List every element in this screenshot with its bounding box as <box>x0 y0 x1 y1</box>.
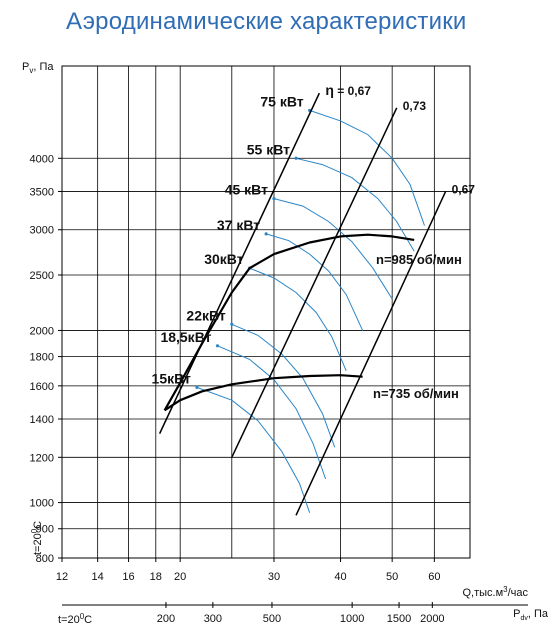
power-curve-label: 22кВт <box>186 307 226 323</box>
page-title: Аэродинамические характеристики <box>66 8 467 35</box>
power-curve-line <box>295 157 415 252</box>
efficiency-label: 0,67 <box>452 182 476 196</box>
power-curve-label: 45 кВт <box>225 182 268 198</box>
y-axis-label: Pv, Па <box>22 61 54 75</box>
plot-frame <box>58 65 528 608</box>
power-curve-start-marker <box>195 385 199 390</box>
efficiency-label: 0,73 <box>403 99 427 113</box>
efficiency-lines <box>158 92 447 516</box>
y-tick-label: 3500 <box>30 186 54 198</box>
y-tick-label: 900 <box>36 524 54 536</box>
power-curve-label: 75 кВт <box>260 93 303 109</box>
x-tick-label: 12 <box>56 571 68 583</box>
power-curve-line <box>265 233 364 331</box>
efficiency-label: η = 0,67 <box>325 82 371 98</box>
power-curve-label: 37 кВт <box>217 217 260 233</box>
pdv-tick-label: 1000 <box>340 613 364 625</box>
y-tick-label: 1400 <box>30 414 54 426</box>
power-curve-label: 18,5кВт <box>160 329 211 345</box>
labels: 800 900 1000 1200 1400 1600 1800 2000 2500 3000 35… <box>22 61 549 626</box>
speed-curve-label: n=985 об/мин <box>376 252 462 267</box>
speed-curves <box>163 233 415 412</box>
x-tick-label: 60 <box>428 571 440 583</box>
speed-curve-line <box>163 233 415 411</box>
power-curve-line <box>231 323 336 448</box>
x-tick-label: 30 <box>268 571 280 583</box>
y-tick-label: 2500 <box>30 270 54 282</box>
power-curve-line <box>249 267 347 371</box>
power-curve-label: 55 кВт <box>247 141 290 157</box>
power-curve-start-marker <box>264 232 268 236</box>
power-curve-line <box>309 109 425 226</box>
x-tick-label: 50 <box>386 571 398 583</box>
efficiency-line <box>158 92 321 434</box>
power-curve-label: 15кВт <box>152 370 192 386</box>
power-curve-line <box>196 386 311 513</box>
pdv-tick-label: 200 <box>157 613 175 625</box>
efficiency-line <box>231 107 398 458</box>
pdv-tick-label: 300 <box>204 613 222 625</box>
plot-border <box>61 65 471 559</box>
power-curve-start-marker <box>294 156 298 160</box>
y-tick-label: 3000 <box>30 225 54 237</box>
x-tick-label: 18 <box>150 571 162 583</box>
x-tick-label: 20 <box>174 571 186 583</box>
temperature-side-label: t=200C <box>30 521 44 555</box>
efficiency-line <box>295 191 447 516</box>
y-tick-label: 4000 <box>30 153 54 165</box>
x-axis-label: Q,тыс.м3/час <box>462 585 528 599</box>
power-curve-start-marker <box>215 344 220 348</box>
x-tick-label: 40 <box>334 571 346 583</box>
pdv-tick-label: 1500 <box>387 613 411 625</box>
pdv-tick-label: 500 <box>263 613 281 625</box>
y-tick-label: 2000 <box>30 325 54 337</box>
power-curve-line <box>217 345 327 480</box>
grid <box>62 66 470 558</box>
x-tick-label: 14 <box>92 571 104 583</box>
pdv-tick-label: 2000 <box>420 613 444 625</box>
speed-curve-label: n=735 об/мин <box>373 386 459 401</box>
y-tick-label: 1600 <box>30 381 54 393</box>
y-tick-label: 1200 <box>30 452 54 464</box>
speed-curve-line <box>164 374 363 412</box>
power-curve-start-marker <box>272 197 276 201</box>
power-curve-label: 30кВт <box>204 251 244 267</box>
power-curve-start-marker <box>230 322 234 326</box>
pdv-axis-label: Pdv, Па <box>513 608 549 622</box>
pdv-temperature-label: t=200C <box>58 612 92 626</box>
power-curve-line <box>273 198 393 300</box>
y-tick-label: 800 <box>36 553 54 565</box>
y-tick-label: 1800 <box>30 352 54 364</box>
y-tick-label: 1000 <box>30 498 54 510</box>
power-curves <box>195 108 425 513</box>
x-tick-label: 16 <box>122 571 134 583</box>
